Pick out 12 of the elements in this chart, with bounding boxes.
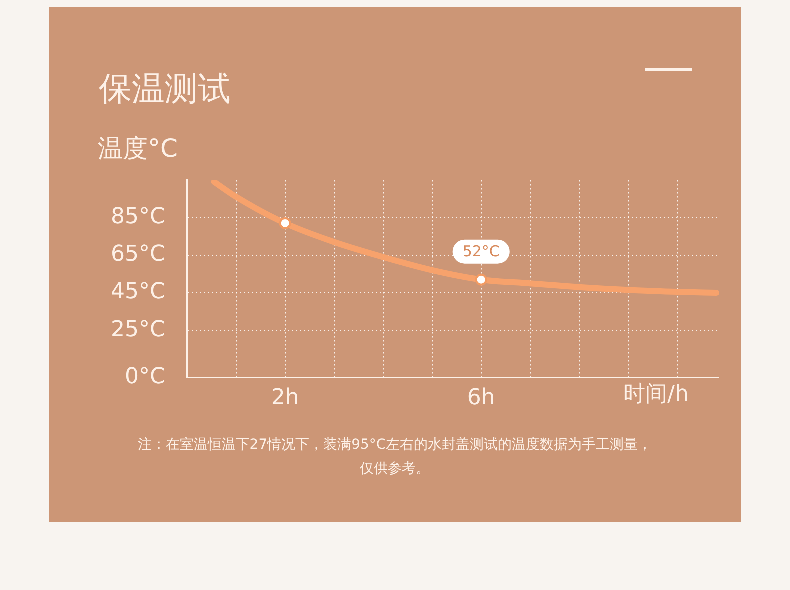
chart-title: 保温测试 bbox=[99, 68, 231, 110]
y-tick-label: 0°C bbox=[124, 364, 166, 390]
y-tick-label: 65°C bbox=[110, 242, 166, 268]
y-tick-label: 85°C bbox=[110, 204, 166, 230]
annotation: 52°C bbox=[462, 242, 500, 261]
y-axis-title: 温度°C bbox=[98, 133, 178, 165]
x-tick-label: 6h bbox=[467, 386, 496, 411]
x-axis-title: 时间/h bbox=[624, 381, 689, 409]
y-tick-label: 25°C bbox=[110, 317, 166, 342]
text: 注：在室温恒温下27情况下，装满95°C左右的水封盖测试的温度数据为手工测量，仅供参考。 bbox=[136, 436, 654, 479]
x-tick-label: 2h bbox=[271, 386, 300, 411]
y-tick-label: 45°C bbox=[110, 280, 166, 305]
